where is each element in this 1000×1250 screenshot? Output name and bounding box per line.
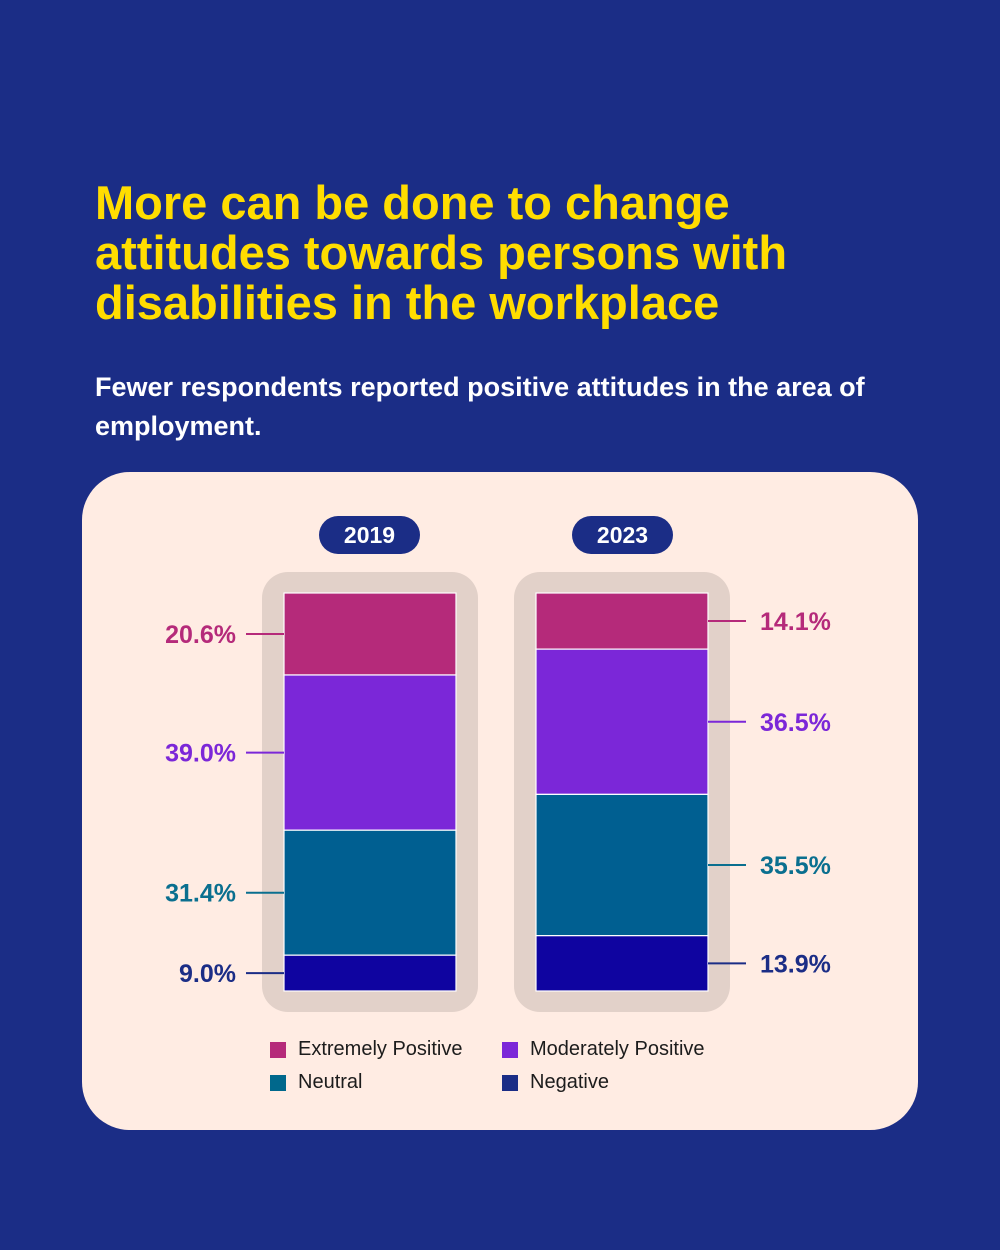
data-label-neutral-2019: 31.4% xyxy=(165,880,236,908)
legend-item-neutral: Neutral xyxy=(270,1071,502,1094)
legend-item-moderately-positive: Moderately Positive xyxy=(502,1038,762,1061)
bar-segment-moderately-positive-2019 xyxy=(283,674,457,831)
year-label-2023: 2023 xyxy=(572,516,673,554)
bar-segment-negative-2019 xyxy=(283,954,457,992)
bar-segment-extremely-positive-2019 xyxy=(283,592,457,676)
legend-item-extremely-positive: Extremely Positive xyxy=(270,1038,502,1061)
legend-label: Neutral xyxy=(298,1071,363,1093)
legend-label: Moderately Positive xyxy=(530,1038,705,1060)
legend-swatch-negative xyxy=(502,1074,518,1091)
data-label-negative-2019: 9.0% xyxy=(179,960,236,988)
legend-swatch-neutral xyxy=(270,1074,286,1091)
legend-label: Extremely Positive xyxy=(298,1038,463,1060)
bar-segment-moderately-positive-2023 xyxy=(535,648,709,795)
page-title: More can be done to change attitudes tow… xyxy=(95,176,788,329)
data-label-extremely-positive-2019: 20.6% xyxy=(165,621,236,649)
chart-card xyxy=(82,472,918,1130)
data-label-extremely-positive-2023: 14.1% xyxy=(760,608,831,636)
legend-item-negative: Negative xyxy=(502,1071,762,1094)
data-label-neutral-2023: 35.5% xyxy=(760,852,831,880)
data-label-moderately-positive-2023: 36.5% xyxy=(760,709,831,737)
bar-segment-extremely-positive-2023 xyxy=(535,592,709,650)
bar-segment-negative-2023 xyxy=(535,935,709,992)
legend-swatch-extremely-positive xyxy=(270,1041,286,1058)
bar-segment-neutral-2019 xyxy=(283,829,457,956)
page-subtitle: Fewer respondents reported positive atti… xyxy=(95,372,865,441)
year-label-2019: 2019 xyxy=(319,516,420,554)
data-label-moderately-positive-2019: 39.0% xyxy=(165,740,236,768)
chart-legend: Extremely Positive Moderately Positive N… xyxy=(270,1038,790,1094)
data-label-negative-2023: 13.9% xyxy=(760,950,831,978)
bar-segment-neutral-2023 xyxy=(535,793,709,937)
legend-label: Negative xyxy=(530,1071,609,1093)
legend-swatch-moderately-positive xyxy=(502,1041,518,1058)
